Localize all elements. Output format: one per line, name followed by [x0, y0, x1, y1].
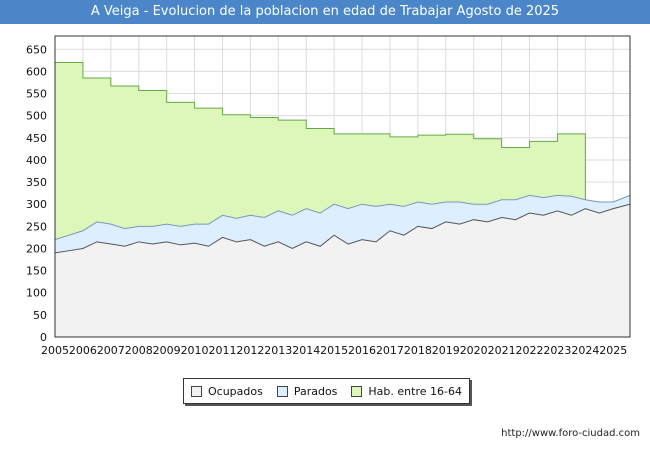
- x-tick-label: 2017: [376, 344, 404, 357]
- y-tick-label: 0: [40, 331, 47, 344]
- plot-border: [54, 35, 631, 338]
- source-link[interactable]: http://www.foro-ciudad.com: [501, 428, 640, 439]
- chart-legend: Ocupados Parados Hab. entre 16-64: [183, 378, 470, 404]
- x-tick-label: 2024: [571, 344, 599, 357]
- y-tick-label: 100: [26, 287, 47, 300]
- x-tick-label: 2022: [516, 344, 544, 357]
- y-tick-label: 250: [26, 220, 47, 233]
- series-hab-line: [55, 62, 630, 203]
- x-tick-label: 2012: [236, 344, 264, 357]
- legend-label-hab: Hab. entre 16-64: [368, 384, 462, 398]
- series-ocupados-line: [54, 203, 631, 254]
- legend-label-parados: Parados: [293, 384, 338, 398]
- legend-item-hab: Hab. entre 16-64: [351, 385, 462, 398]
- x-tick-label: 2007: [97, 344, 125, 357]
- y-tick-label: 600: [26, 65, 47, 78]
- y-tick-label: 450: [26, 132, 47, 145]
- legend-swatch-ocupados: [190, 385, 202, 397]
- legend-item-parados: Parados: [276, 384, 338, 398]
- x-tick-label: 2014: [292, 344, 320, 357]
- x-tick-label: 2010: [181, 344, 209, 357]
- y-tick-label: 400: [26, 154, 47, 167]
- y-tick-label: 200: [26, 242, 47, 255]
- x-tick-label: 2020: [460, 344, 488, 357]
- legend-label-ocupados: Ocupados: [207, 384, 263, 398]
- legend-swatch-parados: [276, 385, 288, 397]
- x-tick-label: 2018: [404, 344, 432, 357]
- y-tick-label: 550: [26, 88, 47, 101]
- x-tick-label: 2009: [153, 344, 181, 357]
- x-tick-label: 2019: [432, 344, 460, 357]
- x-tick-label: 2013: [264, 344, 292, 357]
- y-tick-label: 350: [26, 176, 47, 189]
- x-tick-label: 2011: [208, 344, 236, 357]
- x-tick-label: 2016: [348, 344, 376, 357]
- x-tick-label: 2008: [125, 344, 153, 357]
- x-tick-label: 2005: [41, 344, 69, 357]
- x-tick-label: 2023: [543, 344, 571, 357]
- series-ocupados-area: [55, 204, 630, 337]
- y-tick-label: 50: [33, 309, 47, 322]
- series-parados-line: [54, 194, 631, 241]
- x-tick-label: 2025: [599, 344, 627, 357]
- x-tick-label: 2015: [320, 344, 348, 357]
- y-tick-label: 150: [26, 265, 47, 278]
- x-tick-label: 2006: [69, 344, 97, 357]
- y-tick-label: 500: [26, 110, 47, 123]
- x-tick-label: 2021: [488, 344, 516, 357]
- chart-title: A Veiga - Evolucion de la poblacion en e…: [0, 0, 650, 24]
- y-tick-label: 650: [26, 43, 47, 56]
- legend-swatch-hab: [351, 385, 363, 397]
- legend-item-ocupados: Ocupados: [190, 384, 263, 398]
- y-tick-label: 300: [26, 198, 47, 211]
